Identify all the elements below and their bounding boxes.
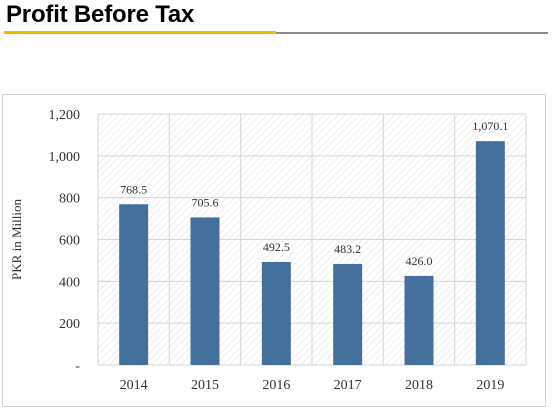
bar-2017 [333,263,363,365]
value-label: 768.5 [120,182,147,196]
value-label: 1,070.1 [472,119,508,133]
x-tick-label: 2017 [334,378,362,393]
x-tick-label: 2014 [120,378,148,393]
bar-2015 [190,217,220,365]
page-title: Profit Before Tax [6,1,195,28]
y-tick-label: 1,200 [49,108,81,123]
x-tick-label: 2015 [191,378,219,393]
title-underline-accent [4,31,276,34]
bars [119,141,505,365]
value-label: 705.6 [192,195,219,209]
y-tick-label: 400 [59,275,80,290]
y-tick-label: 200 [59,317,80,332]
y-tick-label: - [75,359,80,374]
y-tick-label: 1,000 [49,150,81,165]
x-tick-label: 2018 [405,378,433,393]
y-tick-label: 600 [59,234,80,249]
x-tick-label: 2016 [262,378,290,393]
value-label: 426.0 [406,254,433,268]
value-labels: 768.5 705.6 492.5 483.2 426.0 1,070.1 [120,119,508,268]
title-underline-grey [276,32,548,34]
bar-2019 [475,141,505,365]
grid [97,113,527,366]
header: Profit Before Tax [0,0,552,40]
value-label: 492.5 [263,240,290,254]
bar-2018 [404,275,434,365]
axes: 2014 2015 2016 2017 2018 2019 - 200 400 600 800 1,0… [49,108,505,393]
bar-2016 [261,261,291,365]
x-tick-label: 2019 [476,378,504,393]
y-axis-label: PKR in Million [9,199,24,280]
y-tick-label: 800 [59,192,80,207]
bar-2014 [119,204,149,365]
value-label: 483.2 [334,242,361,256]
